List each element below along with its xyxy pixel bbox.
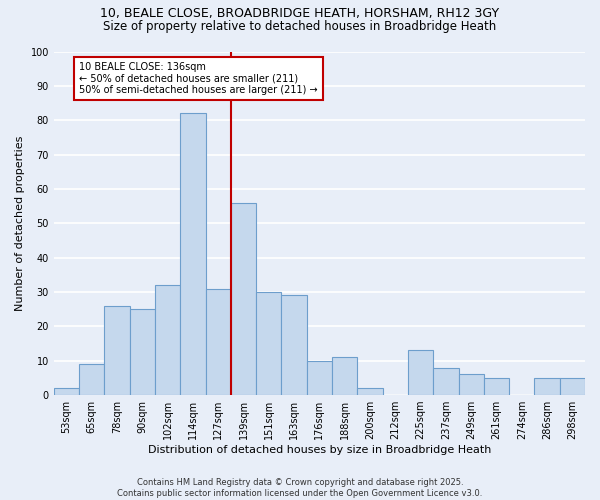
Bar (484, 378, 509, 395)
Bar (79, 364, 104, 395)
Bar (206, 288, 231, 395)
Text: 10, BEALE CLOSE, BROADBRIDGE HEATH, HORSHAM, RH12 3GY: 10, BEALE CLOSE, BROADBRIDGE HEATH, HORS… (100, 8, 500, 20)
Bar (54, 388, 79, 395)
Y-axis label: Number of detached properties: Number of detached properties (15, 136, 25, 311)
Bar (408, 350, 433, 395)
Bar (433, 368, 458, 395)
Text: Size of property relative to detached houses in Broadbridge Heath: Size of property relative to detached ho… (103, 20, 497, 33)
Bar (104, 306, 130, 395)
Bar (332, 358, 358, 395)
Text: 10 BEALE CLOSE: 136sqm
← 50% of detached houses are smaller (211)
50% of semi-de: 10 BEALE CLOSE: 136sqm ← 50% of detached… (79, 62, 318, 95)
Bar (535, 378, 560, 395)
Bar (358, 388, 383, 395)
Bar (180, 114, 206, 395)
X-axis label: Distribution of detached houses by size in Broadbridge Heath: Distribution of detached houses by size … (148, 445, 491, 455)
Bar (458, 374, 484, 395)
Bar (130, 309, 155, 395)
Bar (256, 292, 281, 395)
Bar (307, 360, 332, 395)
Bar (155, 285, 180, 395)
Bar (281, 296, 307, 395)
Bar (560, 378, 585, 395)
Bar (231, 202, 256, 395)
Text: Contains HM Land Registry data © Crown copyright and database right 2025.
Contai: Contains HM Land Registry data © Crown c… (118, 478, 482, 498)
